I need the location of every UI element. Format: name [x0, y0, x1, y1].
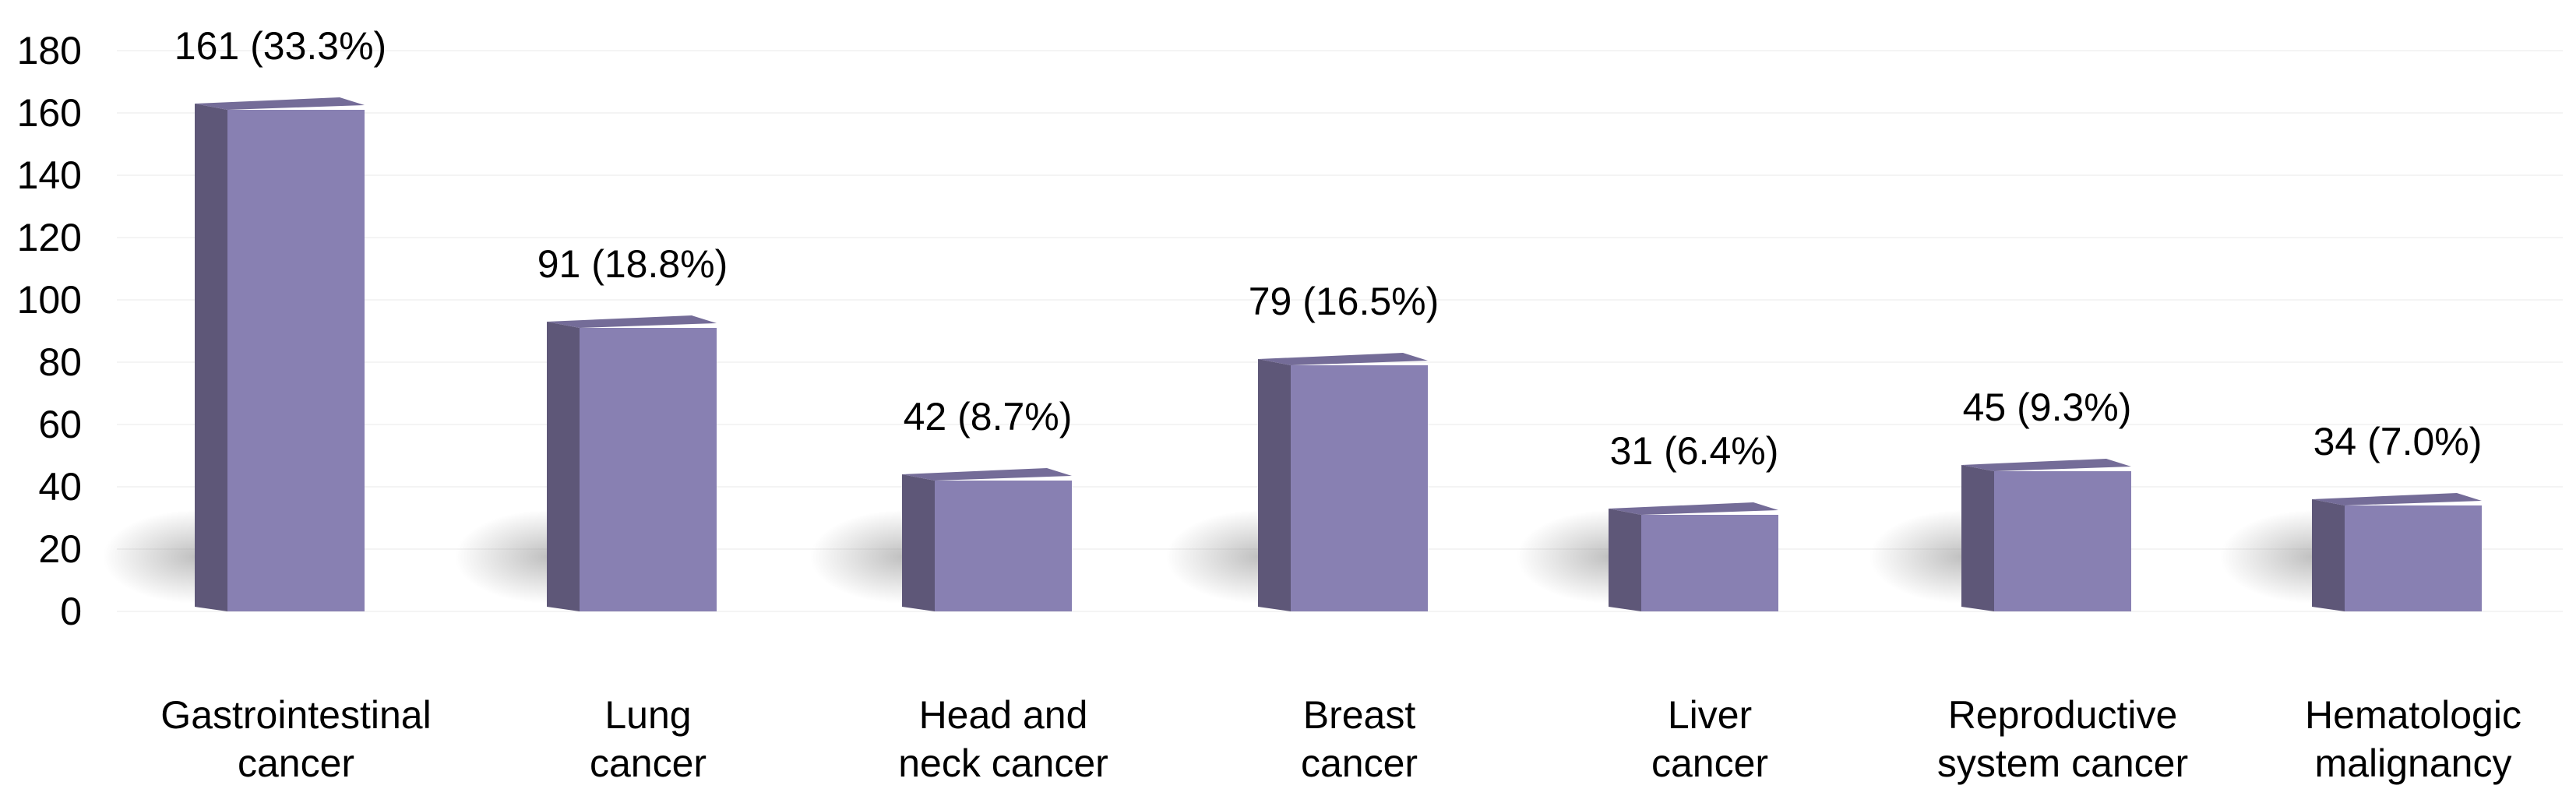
bar-top — [1961, 459, 2131, 471]
x-category-label-line: cancer — [1651, 741, 1768, 785]
y-tick-label: 60 — [38, 403, 82, 446]
x-category-label: Reproductive system cancer — [1937, 693, 2188, 785]
bar-side — [195, 104, 227, 611]
bar — [2220, 493, 2482, 611]
bar-top — [1258, 353, 1428, 365]
x-category-label: Liver cancer — [1651, 693, 1768, 785]
bar-side — [2312, 499, 2345, 611]
y-tick-label: 160 — [17, 91, 82, 135]
bar-side — [1961, 465, 1994, 611]
data-label: 42 (8.7%) — [904, 395, 1073, 438]
x-category-label-line: Liver — [1668, 693, 1752, 737]
data-labels: 161 (33.3%) 91 (18.8%) 42 (8.7%) 79 (16.5%)… — [174, 24, 2483, 473]
y-tick-label: 0 — [60, 590, 82, 633]
x-category-label-line: Hematologic — [2305, 693, 2521, 737]
y-tick-label: 100 — [17, 278, 82, 322]
x-category-label: Hematologic malignancy — [2305, 693, 2521, 785]
x-category-label: Lung cancer — [590, 693, 707, 785]
bar-top — [902, 468, 1072, 481]
x-category-label-line: Gastrointestinal — [160, 693, 431, 737]
y-tick-label: 140 — [17, 153, 82, 197]
data-label: 91 (18.8%) — [537, 242, 728, 286]
data-label: 161 (33.3%) — [174, 24, 386, 68]
x-category-label: Head and neck cancer — [898, 693, 1108, 785]
data-label: 34 (7.0%) — [2313, 420, 2483, 463]
bar — [1869, 459, 2131, 611]
bar-front — [227, 110, 365, 611]
x-category-label: Breast cancer — [1301, 693, 1418, 785]
bar — [455, 315, 717, 611]
bar-front — [1291, 365, 1428, 611]
bar — [1517, 502, 1778, 611]
data-label: 79 (16.5%) — [1249, 280, 1440, 323]
bar-side — [902, 474, 935, 611]
bar — [1166, 353, 1428, 611]
bar-top — [195, 97, 365, 110]
bar-top — [2312, 493, 2482, 505]
x-category-label-line: Breast — [1303, 693, 1416, 737]
data-label: 45 (9.3%) — [1963, 386, 2132, 429]
x-category-label: Gastrointestinal cancer — [160, 693, 431, 785]
y-tick-label: 20 — [38, 527, 82, 571]
x-category-label-line: Lung — [604, 693, 691, 737]
x-category-label-line: cancer — [1301, 741, 1418, 785]
x-category-label-line: cancer — [238, 741, 354, 785]
x-category-label-line: Reproductive — [1948, 693, 2178, 737]
bar-top — [1609, 502, 1778, 515]
y-tick-label: 80 — [38, 340, 82, 384]
bar-side — [547, 322, 580, 611]
bars — [103, 97, 2482, 611]
y-tick-label: 120 — [17, 216, 82, 259]
bar-front — [580, 328, 717, 611]
bar-top — [547, 315, 717, 328]
data-label: 31 (6.4%) — [1610, 429, 1779, 473]
x-category-label-line: cancer — [590, 741, 707, 785]
y-tick-label: 40 — [38, 465, 82, 509]
bar-front — [1994, 471, 2131, 611]
x-category-label-line: system cancer — [1937, 741, 2188, 785]
y-axis: 0 20 40 60 80 100 120 140 160 180 — [17, 29, 82, 633]
bar-front — [1641, 515, 1778, 611]
y-tick-label: 180 — [17, 29, 82, 72]
bar-side — [1609, 509, 1641, 611]
x-category-label-line: Head and — [919, 693, 1088, 737]
x-category-label-line: malignancy — [2315, 741, 2512, 785]
x-category-label-line: neck cancer — [898, 741, 1108, 785]
bar-front — [2345, 505, 2482, 611]
bar — [103, 97, 365, 611]
bar — [810, 468, 1072, 611]
bar-front — [935, 481, 1072, 611]
bar-side — [1258, 359, 1291, 611]
